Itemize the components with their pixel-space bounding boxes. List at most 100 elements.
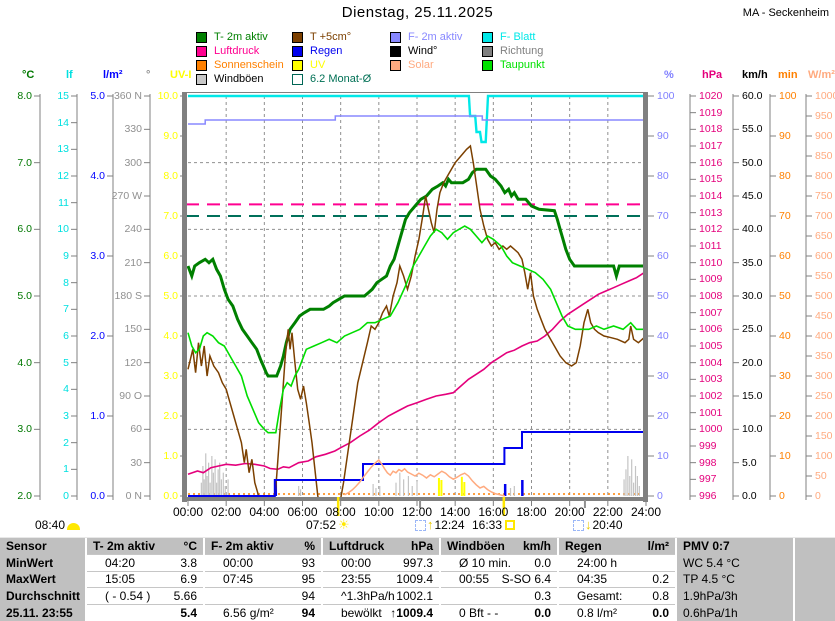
axis-tick-label-wind-speed: 0.0	[742, 490, 757, 502]
legend-item-t-5cm-[interactable]: T +5cm°	[292, 30, 371, 44]
cell-label: MinWert	[6, 555, 54, 570]
axis-tick-label-uv-index: 6.0	[163, 250, 178, 262]
table-cell-spare	[795, 571, 835, 588]
axis-tick-label-pressure: 1015	[699, 173, 723, 186]
table-column-luftdruck: Luftdruck hPa 00:00 997.3 23:55 1009.4 ^1.3hPa…	[321, 538, 439, 621]
cell-label: bewölkt	[341, 606, 382, 621]
cell-value: 0.0	[534, 555, 551, 570]
axis-tick-label-solar: 100	[815, 450, 833, 462]
axis-tick-label-wind-speed: 10.0	[742, 423, 763, 436]
legend-column: T +5cm° Regen UV 6.2 Monat-Ø	[292, 30, 371, 86]
axis-unit-humidity: %	[664, 69, 674, 81]
table-cell-sensor: MaxWert	[0, 571, 85, 588]
legend-item-richtung[interactable]: Richtung	[482, 44, 545, 58]
axis-tick-label-temperature: 6.0	[17, 223, 32, 236]
legend-swatch	[196, 31, 207, 43]
legend-item-solar[interactable]: Solar	[390, 58, 462, 72]
axis-tick-label-direction: 30	[130, 456, 142, 469]
legend-swatch	[482, 45, 493, 57]
cell-value: 94	[301, 589, 315, 604]
table-cell-regen: 0.8 l/m² 0.0	[559, 604, 675, 621]
axis-tick-label-solar: 200	[815, 410, 833, 422]
legend-label: F- Blatt	[500, 31, 536, 43]
cell-value: 5.66	[173, 589, 197, 604]
table-header-sensor: Sensor	[0, 538, 85, 555]
axis-tick-label-pressure: 1020	[699, 90, 723, 102]
axis-tick-label-rain: 3.0	[90, 250, 105, 262]
table-column-pmv: PMV 0:7 WC 5.4 °C TP 4.5 °C 1.9hPa/3h 0.6hPa…	[675, 538, 793, 621]
table-cell-luftdruck: 00:00 997.3	[323, 553, 439, 571]
legend-item-wind-[interactable]: Wind°	[390, 44, 462, 58]
legend-swatch	[292, 59, 303, 71]
axis-tick-label-pressure: 1003	[699, 373, 723, 386]
axis-tick-label-sunshine: 80	[779, 170, 791, 182]
axis-tick-label-sunshine: 50	[779, 290, 791, 302]
axis-tick-label-solar: 950	[815, 110, 833, 122]
column-unit: %	[304, 538, 315, 553]
time-label: 00:00	[172, 505, 204, 519]
axis-tick-label-leaf-humidity: 0	[63, 490, 69, 502]
cell-value: 1009.4	[396, 572, 433, 587]
table-cell-f2m: 07:45 95	[205, 570, 321, 588]
axis-tick-label-rain: 4.0	[90, 170, 105, 182]
axis-tick-label-direction: 360 N	[113, 90, 142, 102]
series-t-5cm	[187, 144, 646, 500]
axis-tick-label-pressure: 1010	[699, 256, 723, 269]
moon-phase-icon	[415, 519, 426, 531]
axis-tick-label-solar: 550	[815, 270, 833, 282]
series-luftdruck	[187, 271, 646, 476]
column-title: Luftdruck	[329, 538, 385, 553]
axis-tick-label-temperature: 5.0	[17, 290, 32, 302]
legend-item-t-2m-aktiv[interactable]: T- 2m aktiv	[196, 30, 284, 44]
axis-tick-label-direction: 180 S	[114, 290, 142, 302]
legend-item-windb-en[interactable]: Windböen	[196, 72, 284, 86]
column-title: Regen	[565, 538, 602, 553]
table-cell-luftdruck: 23:55 1009.4	[323, 570, 439, 588]
axis-tick-label-solar: 650	[815, 230, 833, 242]
axis-tick-label-direction: 210	[124, 256, 142, 269]
axis-unit-rain: l/m²	[103, 69, 123, 81]
cell-value: 0.0	[534, 606, 551, 621]
legend-item-regen[interactable]: Regen	[292, 44, 371, 58]
legend-column: T- 2m aktiv Luftdruck Sonnenschein Windböen	[196, 30, 284, 86]
axis-tick-label-solar: 300	[815, 370, 833, 382]
legend-item-luftdruck[interactable]: Luftdruck	[196, 44, 284, 58]
cell-label: 6.56 g/m²	[223, 606, 274, 621]
cell-label: 04:20	[105, 555, 136, 570]
axis-tick-label-pressure: 999	[699, 440, 717, 452]
axis-tick-label-direction: 0 N	[125, 490, 142, 502]
time-label: 14:00	[440, 505, 471, 519]
table-cell-windboeen: 0.3	[441, 587, 557, 605]
cell-value: 997.3	[402, 555, 433, 570]
cell-label: 07:45	[223, 572, 254, 587]
legend-item-f-blatt[interactable]: F- Blatt	[482, 30, 545, 44]
table-cell-f2m: 94	[205, 587, 321, 605]
axis-tick-label-pressure: 1002	[699, 390, 723, 402]
legend-item-f-2m-aktiv[interactable]: F- 2m aktiv	[390, 30, 462, 44]
axis-tick-label-temperature: 7.0	[17, 156, 32, 169]
arrow-up-icon: ↑	[427, 517, 434, 532]
cell-label: 0 Bft - -	[459, 606, 499, 621]
column-title: Sensor	[6, 539, 47, 554]
axis-tick-label-sunshine: 10	[779, 450, 791, 462]
legend-item-6-2-monat-[interactable]: 6.2 Monat-Ø	[292, 72, 371, 86]
cell-value: 94	[301, 606, 315, 621]
legend-item-uv[interactable]: UV	[292, 58, 371, 72]
axis-unit-temperature: °C	[22, 69, 35, 81]
marker-time: 16:33	[472, 518, 503, 532]
legend-item-taupunkt[interactable]: Taupunkt	[482, 58, 545, 72]
cell-value: 0.2	[652, 572, 669, 587]
axis-unit-sunshine: min	[778, 69, 798, 81]
cell-label: Gesamt:	[577, 589, 623, 604]
cell-value: 1002.1	[396, 589, 433, 604]
series-f-blatt	[188, 94, 646, 144]
axis-tick-label-solar: 150	[815, 430, 833, 442]
axis-tick-label-rain: 1.0	[90, 410, 105, 422]
axis-tick-label-pressure: 1011	[699, 240, 722, 252]
axis-tick-label-pressure: 1009	[699, 273, 723, 286]
cell-value: 0.8	[652, 589, 669, 604]
legend-item-sonnenschein[interactable]: Sonnenschein	[196, 58, 284, 72]
cell-label: 04:35	[577, 572, 608, 587]
axis-tick-label-wind-speed: 50.0	[742, 156, 763, 169]
